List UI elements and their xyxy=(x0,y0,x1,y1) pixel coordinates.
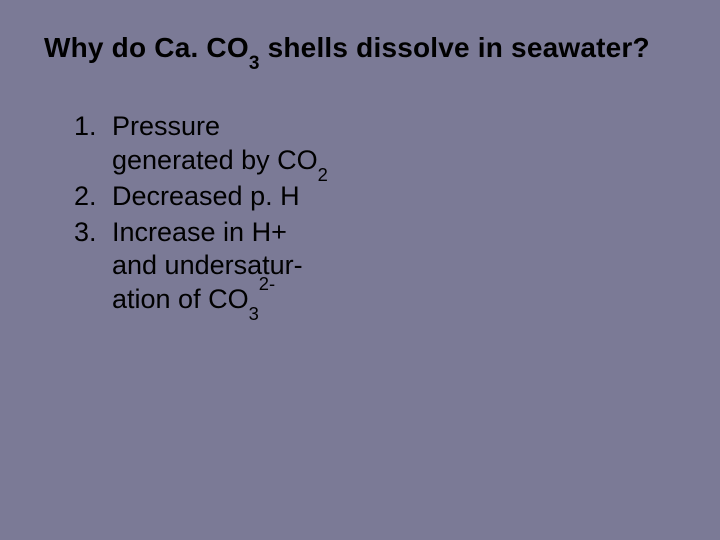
item3-line3-sup: 2- xyxy=(259,273,275,294)
list-item: Pressure generated by CO2 xyxy=(74,110,434,178)
title-text-pre: Why do Ca. CO xyxy=(44,32,249,63)
title-sub: 3 xyxy=(249,53,260,74)
answer-list: Pressure generated by CO2 Decreased p. H… xyxy=(44,110,434,317)
list-item: Increase in H+ and undersatur- ation of … xyxy=(74,216,434,317)
slide-title: Why do Ca. CO3 shells dissolve in seawat… xyxy=(44,30,676,66)
item3-line3-sub: 3 xyxy=(249,303,259,324)
item3-line3-pre: ation of CO xyxy=(112,284,249,314)
item2-line1: Decreased p. H xyxy=(112,181,300,211)
title-text-post: shells dissolve in seawater? xyxy=(260,32,650,63)
list-item: Decreased p. H xyxy=(74,180,434,214)
item1-line2-pre: generated by CO xyxy=(112,145,318,175)
item3-line1: Increase in H+ xyxy=(112,217,287,247)
slide: Why do Ca. CO3 shells dissolve in seawat… xyxy=(0,0,720,540)
item1-line1: Pressure xyxy=(112,111,220,141)
